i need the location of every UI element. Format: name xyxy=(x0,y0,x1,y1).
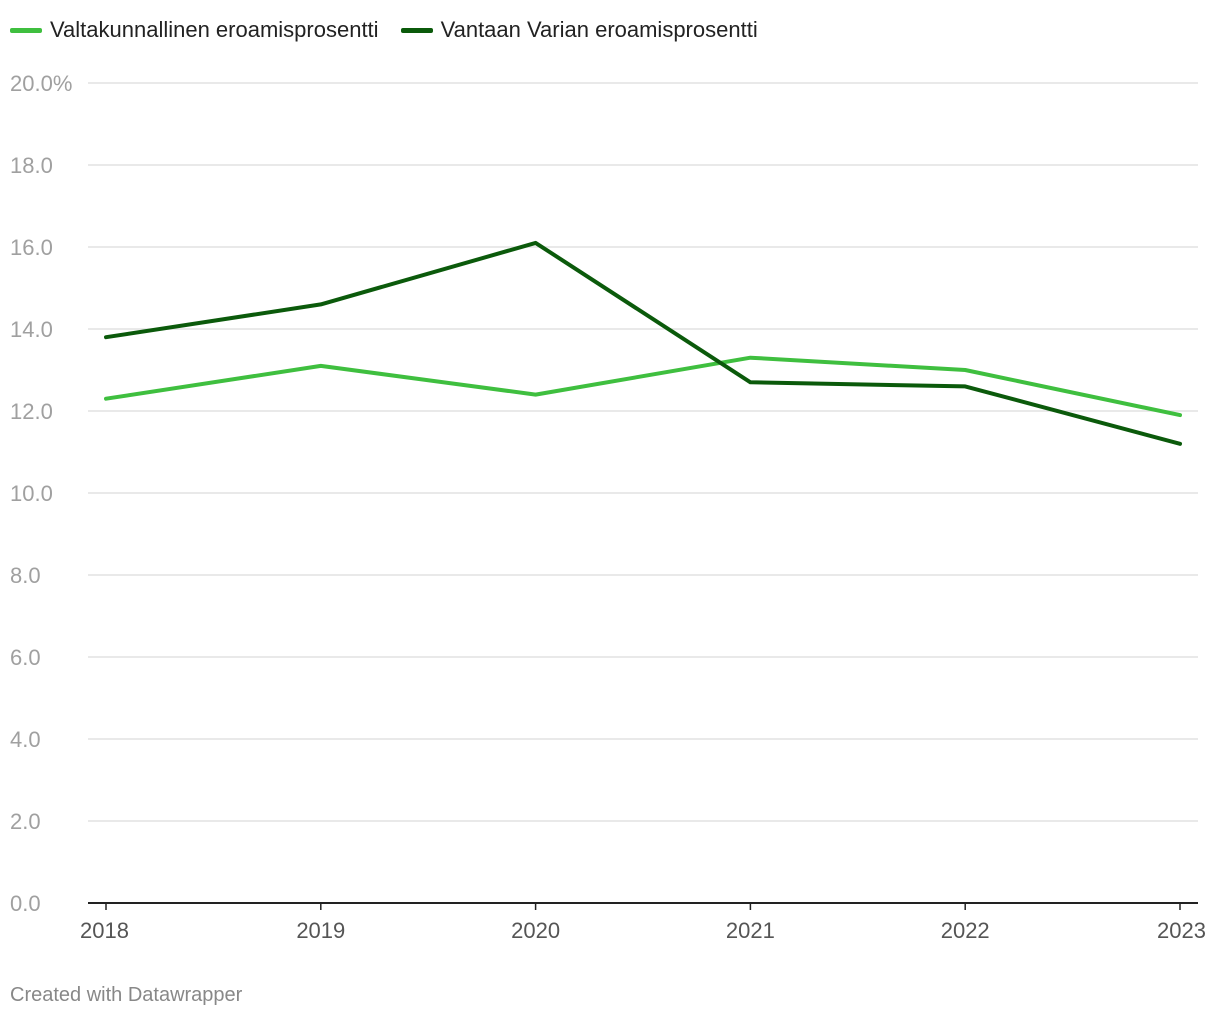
y-axis: 0.0 2.0 4.0 6.0 8.0 10.0 12.0 14.0 16.0 18.0 20.0% xyxy=(10,71,72,916)
footer-credit: Created with Datawrapper xyxy=(10,984,243,1006)
y-tick-label: 4.0 xyxy=(10,727,41,752)
y-tick-label: 8.0 xyxy=(10,563,41,588)
x-tick-label: 2023 xyxy=(1157,918,1206,943)
series-line-1 xyxy=(104,240,1182,446)
legend-swatch-vantaa xyxy=(400,27,433,33)
chart-legend: Valtakunnallinen eroamisprosentti Vantaa… xyxy=(10,14,780,46)
legend-label-vantaa: Vantaan Varian eroamisprosentti xyxy=(440,17,758,42)
y-tick-label: 14.0 xyxy=(10,317,53,342)
legend-label-national: Valtakunnallinen eroamisprosentti xyxy=(50,17,379,42)
y-tick-label: 10.0 xyxy=(10,481,53,506)
y-tick-label: 16.0 xyxy=(10,235,53,260)
legend-item-vantaa: Vantaan Varian eroamisprosentti xyxy=(400,17,758,43)
x-tick-label: 2019 xyxy=(296,918,345,943)
x-tick-label: 2021 xyxy=(726,918,775,943)
y-tick-label: 20.0% xyxy=(10,71,72,96)
x-axis: 2018 2019 2020 2021 2022 2023 xyxy=(80,902,1206,943)
legend-swatch-national xyxy=(10,27,42,33)
line-chart: 0.0 2.0 4.0 6.0 8.0 10.0 12.0 14.0 16.0 18.0 20.0%… xyxy=(10,71,1206,943)
x-tick-label: 2018 xyxy=(80,918,129,943)
series-lines xyxy=(104,240,1182,446)
y-tick-label: 0.0 xyxy=(10,891,41,916)
x-tick-label: 2022 xyxy=(941,918,990,943)
legend-item-national: Valtakunnallinen eroamisprosentti xyxy=(10,17,379,43)
x-tick-label: 2020 xyxy=(511,918,560,943)
series-line-0 xyxy=(104,355,1182,418)
grid-lines xyxy=(88,82,1198,822)
y-tick-label: 12.0 xyxy=(10,399,53,424)
y-tick-label: 18.0 xyxy=(10,153,53,178)
y-tick-label: 2.0 xyxy=(10,809,41,834)
y-tick-label: 6.0 xyxy=(10,645,41,670)
